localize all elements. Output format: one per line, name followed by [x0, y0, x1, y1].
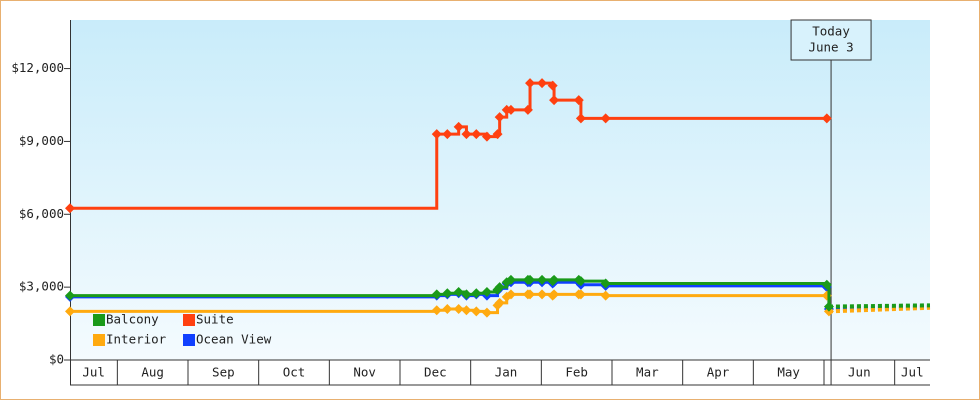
point	[575, 289, 586, 300]
point	[453, 304, 464, 314]
point	[461, 305, 472, 316]
today-box	[790, 19, 872, 61]
point	[821, 279, 832, 290]
y-tick-label: $9,000	[19, 133, 64, 148]
point	[442, 129, 453, 140]
point	[453, 121, 464, 132]
point	[600, 290, 611, 301]
point	[431, 289, 442, 300]
point	[65, 306, 75, 317]
x-tick-label: Sep	[212, 365, 235, 380]
today-label: Today	[812, 24, 850, 39]
x-axis-band	[70, 360, 930, 385]
point	[525, 289, 536, 300]
point	[505, 289, 516, 300]
x-tick-label: Nov	[353, 365, 376, 380]
point	[821, 113, 832, 124]
plot-area	[70, 20, 930, 360]
point	[431, 305, 442, 316]
point	[65, 290, 75, 301]
x-tick-label: Aug	[141, 365, 164, 380]
point	[600, 278, 611, 289]
x-tick-label: Mar	[636, 365, 659, 380]
legend-label: Interior	[106, 332, 167, 347]
legend-label: Suite	[196, 312, 234, 327]
x-tick-label: Apr	[707, 365, 730, 380]
point	[600, 113, 611, 124]
point	[453, 287, 464, 297]
point	[442, 304, 453, 314]
point	[549, 289, 560, 300]
point	[537, 274, 548, 285]
y-tick-label: $6,000	[19, 206, 64, 221]
y-tick-label: $0	[49, 352, 64, 367]
point	[481, 287, 492, 297]
legend-label: Ocean View	[196, 332, 272, 347]
point	[494, 297, 505, 308]
point	[461, 129, 472, 140]
point	[494, 282, 505, 293]
point	[492, 129, 503, 140]
point	[537, 289, 548, 300]
point	[573, 95, 584, 106]
point	[461, 289, 472, 300]
point	[442, 288, 453, 299]
point	[471, 288, 482, 299]
x-tick-label: Jul	[901, 365, 924, 380]
y-tick-label: $12,000	[11, 60, 64, 75]
point	[549, 95, 560, 106]
legend-label: Balcony	[106, 312, 159, 327]
point	[471, 306, 482, 317]
x-tick-label: May	[777, 365, 800, 380]
point	[505, 104, 516, 115]
point	[481, 307, 492, 318]
x-tick-label: Feb	[565, 365, 588, 380]
series-forecast	[828, 305, 931, 314]
x-tick-label: Jan	[495, 365, 518, 380]
point	[549, 274, 560, 285]
point	[522, 104, 533, 115]
x-tick-label: Oct	[283, 365, 306, 380]
point	[471, 129, 482, 140]
point	[575, 276, 586, 287]
x-tick-label: Jul	[82, 365, 105, 380]
legend-swatch	[183, 334, 195, 346]
y-tick-label: $3,000	[19, 279, 64, 294]
legend-swatch	[93, 334, 105, 346]
point	[505, 274, 516, 285]
point	[494, 112, 505, 123]
point	[525, 274, 536, 285]
point	[65, 203, 75, 214]
series-forecast	[828, 303, 931, 309]
point	[823, 301, 834, 312]
point	[431, 129, 442, 140]
point	[575, 113, 586, 124]
x-tick-label: Jun	[848, 365, 871, 380]
point	[525, 78, 536, 89]
point	[481, 131, 492, 142]
point	[547, 80, 558, 91]
legend-swatch	[93, 314, 105, 326]
x-tick-label: Dec	[424, 365, 447, 380]
legend-swatch	[183, 314, 195, 326]
point	[537, 78, 548, 89]
today-label: June 3	[808, 40, 853, 55]
